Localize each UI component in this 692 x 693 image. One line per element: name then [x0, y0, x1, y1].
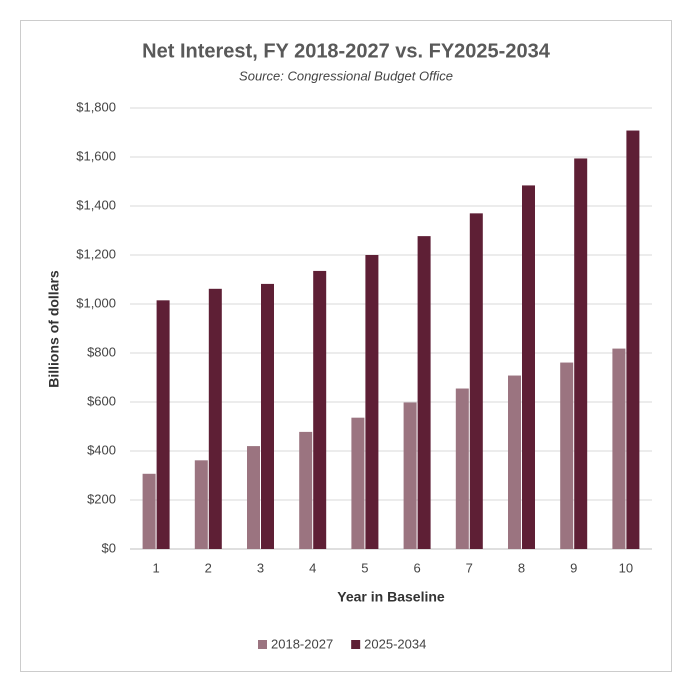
x-tick-label: 4	[309, 560, 316, 575]
x-tick-label: 8	[518, 560, 525, 575]
y-tick-label: $400	[87, 442, 116, 457]
x-tick-label: 5	[361, 560, 368, 575]
bar	[261, 283, 274, 549]
legend-label: 2025-2034	[364, 636, 426, 651]
bar	[522, 185, 535, 550]
bar	[469, 213, 483, 549]
chart-border	[20, 20, 672, 672]
y-tick-label: $600	[87, 393, 116, 408]
y-tick-label: $1,600	[76, 148, 116, 163]
y-tick-label: $800	[87, 344, 116, 359]
bar	[626, 130, 640, 550]
chart-title: Net Interest, FY 2018-2027 vs. FY2025-20…	[142, 40, 551, 62]
bar	[365, 255, 379, 549]
x-tick-label: 3	[257, 560, 264, 575]
bar	[208, 288, 222, 549]
y-tick-label: $200	[87, 491, 116, 506]
legend-swatch	[258, 640, 267, 649]
legend-label: 2018-2027	[271, 636, 333, 651]
bar	[560, 362, 574, 549]
x-tick-label: 6	[413, 560, 420, 575]
x-tick-label: 9	[570, 560, 577, 575]
bar	[455, 388, 469, 549]
y-tick-label: $1,800	[76, 99, 116, 114]
bar	[313, 270, 327, 549]
chart-subtitle: Source: Congressional Budget Office	[239, 68, 453, 83]
bar	[194, 460, 208, 549]
x-tick-label: 1	[152, 560, 159, 575]
y-tick-label: $1,200	[76, 246, 116, 261]
x-tick-label: 7	[466, 560, 473, 575]
y-tick-label: $1,400	[76, 197, 116, 212]
bar	[247, 446, 260, 549]
bar	[508, 375, 521, 549]
bar	[403, 402, 417, 549]
y-tick-label: $1,000	[76, 295, 116, 310]
bar	[156, 300, 170, 549]
y-axis-label: Billions of dollars	[46, 270, 62, 388]
bar	[351, 417, 365, 549]
bar	[142, 473, 156, 549]
bar	[612, 348, 626, 549]
y-tick-label: $0	[102, 540, 116, 555]
x-axis-label: Year in Baseline	[337, 589, 445, 605]
legend-swatch	[351, 640, 361, 649]
bar	[299, 431, 313, 549]
bar	[574, 158, 588, 549]
bar	[417, 236, 431, 549]
x-tick-label: 10	[619, 560, 633, 575]
x-tick-label: 2	[205, 560, 212, 575]
